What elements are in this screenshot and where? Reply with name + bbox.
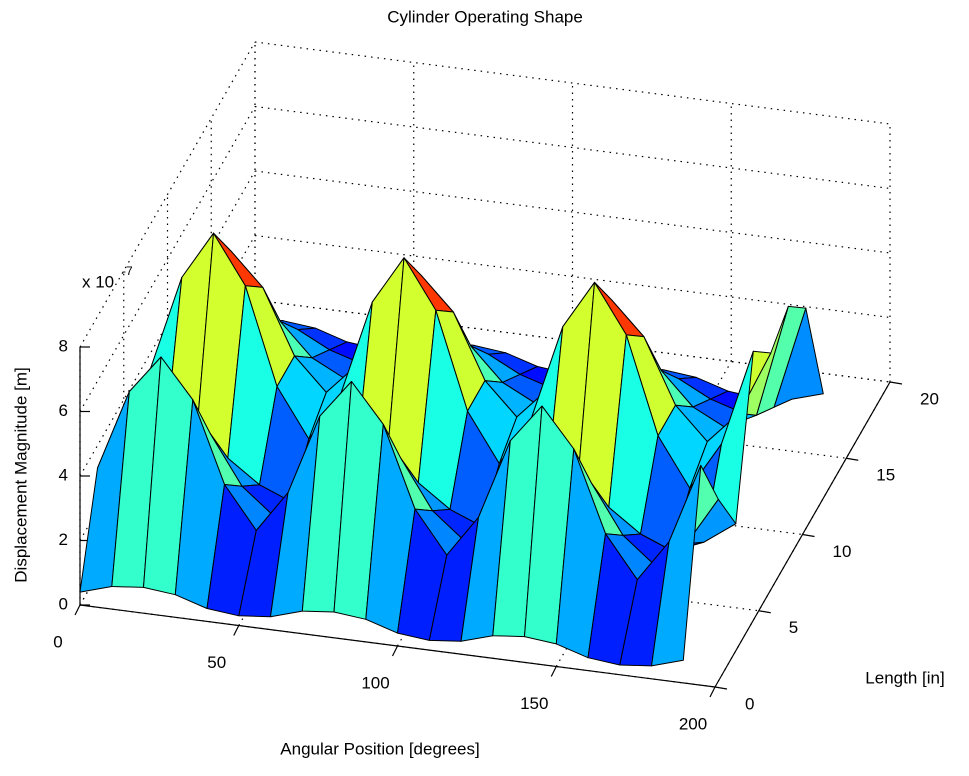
z-tick-label: 8 [59, 336, 68, 355]
grid-line [254, 41, 891, 125]
z-multiplier-exponent: -7 [122, 264, 133, 278]
grid-line [254, 170, 891, 254]
grid-line [79, 41, 256, 348]
x-tick-label: 200 [679, 714, 707, 733]
x-tick-label: 50 [207, 653, 226, 672]
grid-line [79, 106, 256, 412]
x-tick-label: 150 [520, 694, 548, 713]
z-tick-label: 6 [59, 401, 68, 420]
z-tick-label: 2 [59, 530, 68, 549]
y-tick [846, 457, 859, 461]
y-tick-label: 15 [876, 466, 895, 485]
y-tick-label: 5 [789, 618, 798, 637]
x-tick [709, 686, 716, 698]
grid-line [254, 105, 891, 190]
y-tick [889, 381, 903, 385]
x-tick [74, 604, 81, 616]
y-tick-label: 20 [920, 389, 939, 408]
z-tick-label: 0 [59, 594, 68, 613]
x-tick [391, 645, 399, 657]
grid-line [254, 234, 891, 319]
x-tick [550, 666, 557, 677]
surface-face [651, 464, 702, 667]
y-tick-label: 10 [833, 542, 852, 561]
y-tick [714, 686, 728, 690]
x-axis-label: Angular Position [degrees] [280, 739, 479, 758]
y-tick-label: 0 [745, 694, 754, 713]
x-tick [233, 625, 240, 636]
y-tick [758, 610, 771, 614]
z-multiplier-base: x 10 [82, 272, 114, 291]
z-tick-label: 4 [59, 465, 68, 484]
y-axis-label: Length [in] [865, 668, 944, 687]
chart-title: Cylinder Operating Shape [387, 7, 583, 26]
z-axis-label: Displacement Magnitude [m] [11, 367, 30, 582]
x-tick-label: 0 [53, 632, 62, 651]
y-tick [802, 533, 815, 538]
x-tick-label: 100 [361, 673, 389, 692]
